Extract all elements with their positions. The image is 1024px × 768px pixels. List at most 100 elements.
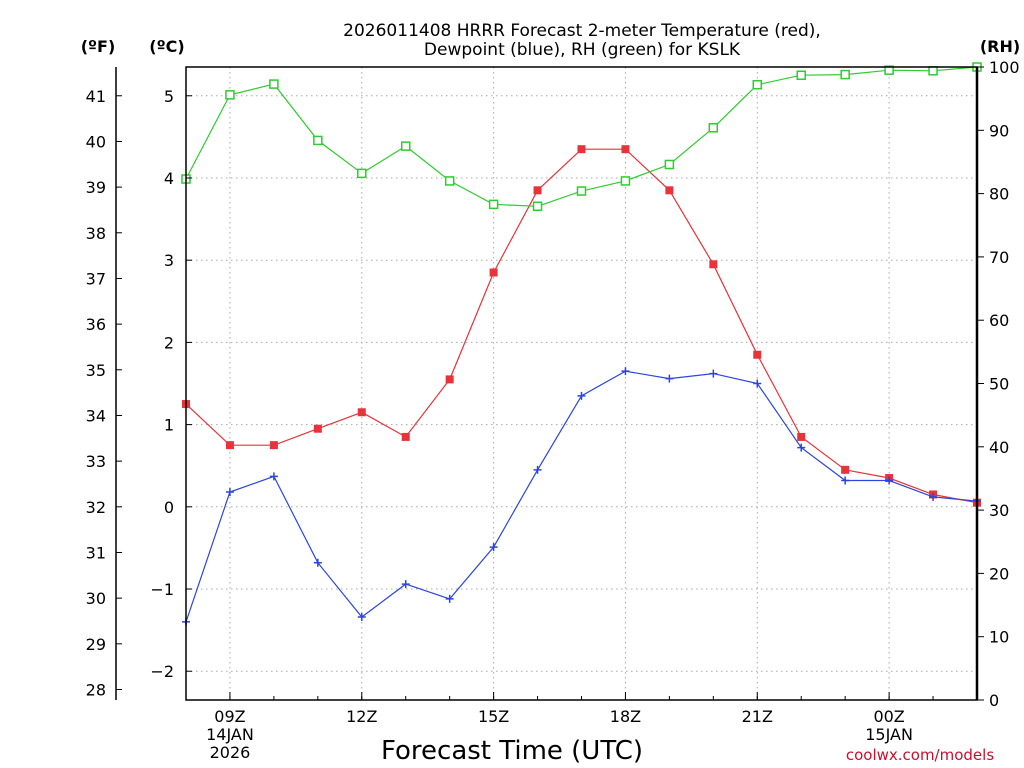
rh-tick-label: 100 bbox=[989, 58, 1020, 77]
temperature-point bbox=[489, 268, 498, 277]
rh-point bbox=[664, 159, 675, 170]
rh-tick-label: 30 bbox=[989, 501, 1009, 520]
chart-title-line-1: 2026011408 HRRR Forecast 2-meter Tempera… bbox=[343, 21, 821, 41]
temperature-point bbox=[841, 465, 850, 474]
x-tick-label: 12Z bbox=[346, 707, 377, 726]
fahrenheit-unit-label: (ºF) bbox=[81, 37, 116, 56]
fahrenheit-tick-label: 41 bbox=[86, 87, 106, 106]
x-tick-label: 09Z bbox=[214, 707, 245, 726]
celsius-tick-label: −2 bbox=[150, 662, 174, 681]
rh-tick-label: 60 bbox=[989, 311, 1009, 330]
x-tick-label: 21Z bbox=[742, 707, 773, 726]
rh-point bbox=[576, 186, 587, 196]
dewpoint-point bbox=[225, 488, 234, 497]
rh-point bbox=[400, 141, 411, 151]
temperature-point bbox=[665, 186, 674, 195]
rh-point bbox=[313, 135, 323, 146]
rh-unit-label: (RH) bbox=[980, 37, 1020, 56]
temperature-point bbox=[269, 441, 278, 450]
x-tick-label: 00Z bbox=[873, 707, 904, 726]
celsius-tick-label: 1 bbox=[164, 416, 174, 435]
rh-point bbox=[884, 65, 894, 75]
fahrenheit-tick-label: 34 bbox=[86, 406, 106, 425]
dewpoint-point bbox=[885, 476, 894, 485]
fahrenheit-tick-label: 35 bbox=[86, 361, 106, 380]
rh-point bbox=[796, 70, 806, 80]
rh-point bbox=[225, 90, 235, 100]
dewpoint-point bbox=[929, 492, 938, 501]
x-tick-label: 18Z bbox=[610, 707, 641, 726]
dewpoint-point bbox=[709, 369, 718, 378]
rh-line bbox=[185, 66, 978, 207]
dewpoint-point bbox=[753, 379, 762, 388]
rh-point bbox=[928, 66, 938, 76]
celsius-tick-label: 4 bbox=[164, 169, 174, 188]
temperature-point bbox=[445, 375, 454, 384]
dewpoint-point bbox=[269, 472, 278, 481]
rh-point bbox=[269, 79, 279, 89]
dewpoint-point bbox=[621, 367, 630, 376]
celsius-tick-label: −1 bbox=[150, 580, 174, 599]
temperature-point bbox=[357, 408, 366, 417]
x-tick-label: 14JAN bbox=[206, 725, 254, 744]
dewpoint-point bbox=[797, 443, 806, 452]
rh-tick-label: 10 bbox=[989, 628, 1009, 647]
plot-frame bbox=[185, 66, 978, 701]
dewpoint-point bbox=[577, 391, 586, 400]
x-tick-label: 15Z bbox=[478, 707, 509, 726]
dewpoint-point bbox=[313, 558, 322, 567]
celsius-tick-label: 5 bbox=[164, 87, 174, 106]
temperature-point bbox=[225, 441, 234, 450]
dewpoint-line bbox=[185, 370, 978, 623]
chart-title-line-2: Dewpoint (blue), RH (green) for KSLK bbox=[424, 40, 741, 60]
celsius-unit-label: (ºC) bbox=[149, 37, 184, 56]
temperature-point bbox=[753, 350, 762, 359]
dewpoint-point bbox=[665, 374, 674, 383]
temperature-point bbox=[709, 260, 718, 269]
rh-tick-label: 80 bbox=[989, 185, 1009, 204]
fahrenheit-tick-label: 39 bbox=[86, 178, 106, 197]
rh-point bbox=[840, 69, 850, 80]
fahrenheit-tick-label: 38 bbox=[86, 224, 106, 243]
dewpoint-point bbox=[445, 594, 454, 603]
x-axis-label: Forecast Time (UTC) bbox=[381, 736, 643, 766]
fahrenheit-tick-label: 28 bbox=[86, 680, 106, 699]
fahrenheit-tick-label: 30 bbox=[86, 589, 106, 608]
rh-point bbox=[708, 123, 719, 133]
fahrenheit-tick-label: 33 bbox=[86, 452, 106, 471]
temperature-point bbox=[401, 432, 410, 441]
rh-tick-label: 50 bbox=[989, 375, 1009, 394]
temperature-point bbox=[533, 186, 542, 195]
fahrenheit-tick-label: 37 bbox=[86, 269, 106, 288]
rh-point bbox=[532, 201, 543, 212]
temperature-line bbox=[185, 148, 978, 504]
celsius-tick-label: 2 bbox=[164, 333, 174, 352]
dewpoint-point bbox=[841, 476, 850, 485]
fahrenheit-tick-label: 32 bbox=[86, 498, 106, 517]
credit-text: coolwx.com/models bbox=[846, 746, 994, 764]
rh-point bbox=[620, 176, 631, 186]
axes bbox=[115, 66, 984, 701]
x-tick-label: 15JAN bbox=[865, 725, 913, 744]
rh-point bbox=[752, 79, 763, 90]
rh-tick-label: 0 bbox=[989, 691, 999, 710]
dewpoint-point bbox=[533, 465, 542, 474]
dewpoint-point bbox=[357, 612, 366, 621]
rh-tick-label: 20 bbox=[989, 564, 1009, 583]
rh-point bbox=[488, 199, 499, 210]
temperature-point bbox=[621, 145, 630, 154]
rh-tick-label: 90 bbox=[989, 121, 1009, 140]
x-tick-label: 2026 bbox=[210, 743, 251, 762]
celsius-tick-label: 0 bbox=[164, 498, 174, 517]
dewpoint-point bbox=[489, 543, 498, 552]
dewpoint-point bbox=[401, 580, 410, 589]
rh-tick-label: 40 bbox=[989, 438, 1009, 457]
fahrenheit-tick-label: 36 bbox=[86, 315, 106, 334]
temperature-point bbox=[577, 145, 586, 154]
rh-tick-label: 70 bbox=[989, 248, 1009, 267]
temperature-point bbox=[797, 432, 806, 441]
fahrenheit-tick-label: 40 bbox=[86, 132, 106, 151]
rh-point bbox=[357, 168, 367, 179]
